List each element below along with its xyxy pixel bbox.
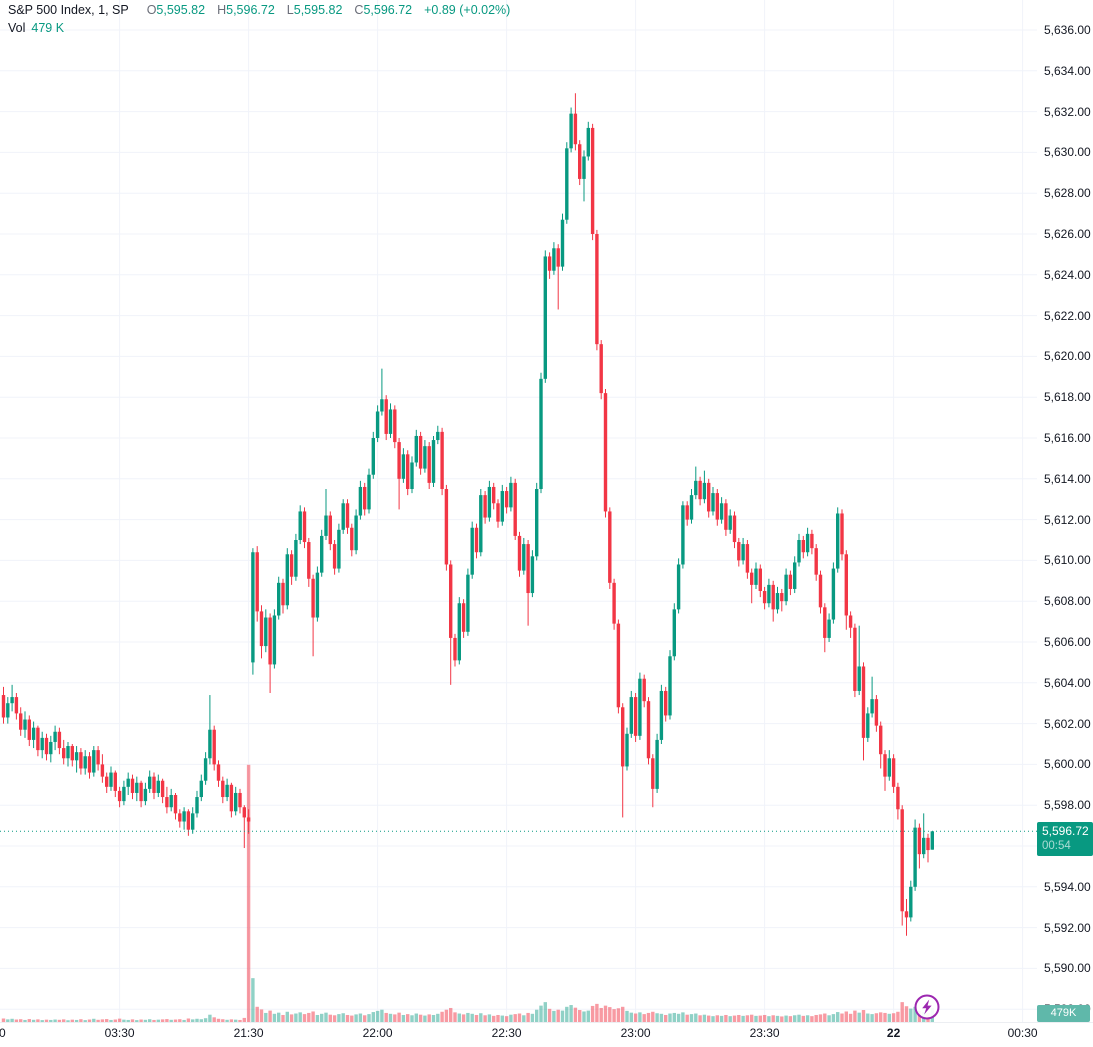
legend-volume-row: Vol 479 K — [8, 20, 510, 36]
open-value: 5,595.82 — [156, 3, 206, 17]
volume-label: Vol — [8, 21, 26, 35]
volume-series — [1, 764, 934, 1022]
price-axis-label: 5,592.00 — [1044, 920, 1091, 935]
close-value: 5,596.72 — [363, 3, 413, 17]
price-axis-label: 5,628.00 — [1044, 186, 1091, 201]
price-axis-label: 5,614.00 — [1044, 471, 1091, 486]
high-value: 5,596.72 — [226, 3, 275, 17]
price-axis-label: 5,636.00 — [1044, 23, 1091, 37]
time-axis-label: 22:00 — [362, 1026, 393, 1040]
symbol-title[interactable]: S&P 500 Index, 1, SP — [8, 3, 129, 17]
price-axis-label: 5,616.00 — [1044, 431, 1091, 445]
price-axis-label: 5,632.00 — [1044, 104, 1091, 119]
last-price-value: 5,596.72 — [1042, 824, 1089, 838]
candlestick-chart[interactable] — [0, 0, 1093, 1022]
time-axis-label: 21:30 — [233, 1026, 264, 1040]
change-value: +0.89 (+0.02%) — [424, 3, 511, 17]
open-label: O5,595.82 — [146, 3, 206, 17]
low-value: 5,595.82 — [293, 3, 343, 17]
price-axis-label: 5,624.00 — [1044, 267, 1091, 282]
price-axis-label: 5,610.00 — [1044, 553, 1091, 568]
price-axis-label: 5,622.00 — [1044, 308, 1091, 323]
time-axis-label: 23:30 — [749, 1026, 780, 1040]
last-price-badge: 5,596.72 00:54 — [1037, 822, 1093, 856]
time-axis-label: 22 — [886, 1026, 901, 1040]
price-axis-label: 5,626.00 — [1044, 227, 1091, 241]
high-label: H5,596.72 — [217, 3, 275, 17]
low-label: L5,595.82 — [286, 3, 343, 17]
price-axis-label: 5,620.00 — [1044, 349, 1091, 364]
price-axis-label: 5,630.00 — [1044, 145, 1091, 160]
legend-ohlc-row: S&P 500 Index, 1, SP O5,595.82 H5,596.72… — [8, 2, 510, 18]
volume-axis-badge: 479K — [1037, 1005, 1090, 1022]
time-axis-label: 00:30 — [1007, 1026, 1038, 1040]
time-axis-label: 03:30 — [104, 1026, 135, 1040]
candle-series — [1, 93, 934, 936]
price-axis-label: 5,606.00 — [1044, 635, 1091, 649]
price-axis-label: 5,634.00 — [1044, 63, 1091, 78]
price-axis-label: 5,612.00 — [1044, 512, 1091, 527]
price-axis-label: 5,598.00 — [1044, 798, 1091, 813]
price-axis-label: 5,594.00 — [1044, 879, 1091, 894]
bar-countdown: 00:54 — [1042, 840, 1071, 852]
time-axis-label: 03:00 — [0, 1026, 6, 1040]
time-axis-label: 23:00 — [620, 1026, 651, 1040]
realtime-lightning-icon[interactable] — [913, 993, 941, 1021]
price-axis-label: 5,602.00 — [1044, 716, 1091, 731]
price-axis-label: 5,590.00 — [1044, 961, 1091, 976]
time-axis-separator — [0, 1022, 1093, 1023]
price-axis-label: 5,608.00 — [1044, 594, 1091, 609]
time-axis-label: 22:30 — [491, 1026, 522, 1040]
gridlines — [0, 0, 1037, 1022]
price-axis-label: 5,604.00 — [1044, 675, 1091, 690]
close-label: C5,596.72 — [354, 3, 413, 17]
price-axis-label: 5,618.00 — [1044, 390, 1091, 405]
legend: S&P 500 Index, 1, SP O5,595.82 H5,596.72… — [8, 2, 510, 36]
price-axis-label: 5,600.00 — [1044, 757, 1091, 772]
volume-value: 479 K — [31, 21, 65, 35]
